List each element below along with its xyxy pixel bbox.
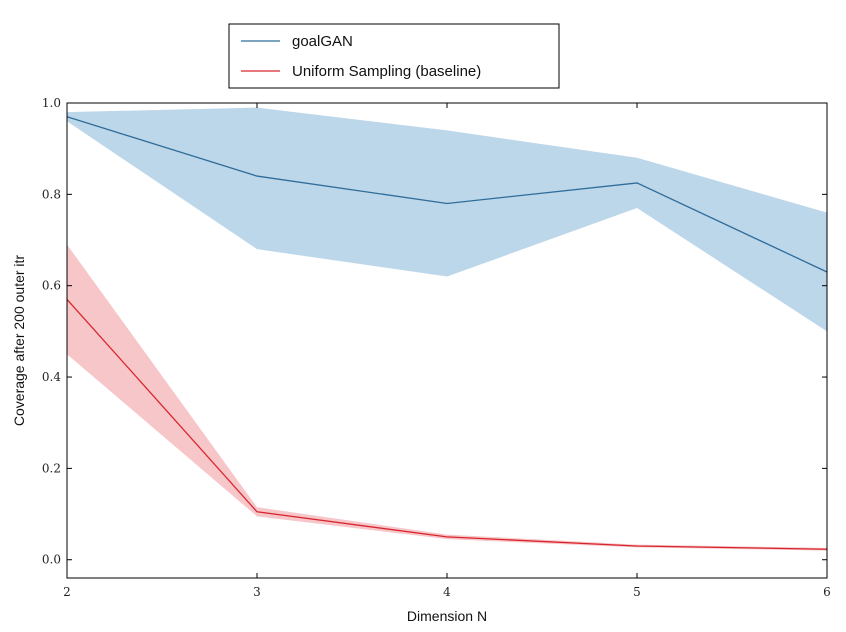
y-tick-label: 0.8 bbox=[42, 187, 61, 201]
y-tick-label: 1.0 bbox=[42, 96, 61, 110]
legend-label: goalGAN bbox=[292, 33, 353, 50]
confidence-bands bbox=[67, 107, 827, 551]
y-tick-label: 0.6 bbox=[42, 279, 61, 293]
x-tick-label: 4 bbox=[443, 585, 451, 599]
legend-label: Uniform Sampling (baseline) bbox=[292, 63, 481, 80]
band-series-0 bbox=[67, 107, 827, 332]
y-tick-label: 0.4 bbox=[42, 370, 61, 384]
y-tick-label: 0.0 bbox=[42, 553, 61, 567]
legend: goalGAN Uniform Sampling (baseline) bbox=[228, 23, 560, 89]
x-axis: 2 3 4 5 6 bbox=[63, 103, 831, 599]
band-series-1 bbox=[67, 244, 827, 551]
x-tick-label: 2 bbox=[63, 585, 71, 599]
y-tick-label: 0.2 bbox=[42, 461, 61, 475]
x-tick-label: 3 bbox=[253, 585, 261, 599]
x-tick-label: 5 bbox=[633, 585, 641, 599]
legend-box bbox=[228, 23, 560, 89]
x-axis-label: Dimension N bbox=[407, 608, 487, 624]
y-axis: 0.0 0.2 0.4 0.6 0.8 1.0 bbox=[42, 96, 827, 567]
y-axis-label: Coverage after 200 outer itr bbox=[11, 255, 27, 427]
x-tick-label: 6 bbox=[823, 585, 831, 599]
